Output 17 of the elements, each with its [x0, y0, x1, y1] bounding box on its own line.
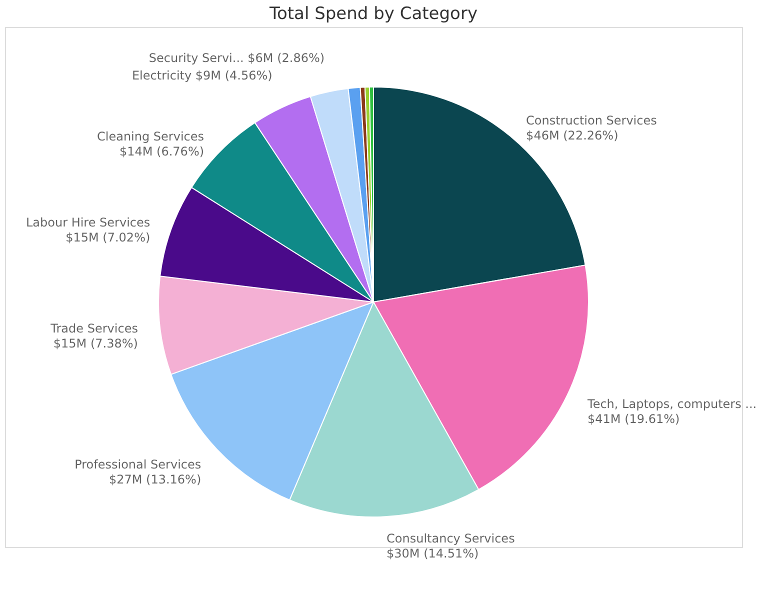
data-label: $30M (14.51%)	[386, 546, 479, 561]
slice-label: Consultancy Services	[386, 532, 515, 546]
data-label: $15M (7.02%)	[66, 230, 150, 245]
slice-label: Electricity $9M (4.56%)	[132, 68, 272, 83]
data-label: $41M (19.61%)	[588, 412, 680, 426]
data-label: $14M (6.76%)	[119, 144, 204, 158]
data-label: $46M (22.26%)	[526, 128, 618, 143]
slice-label: Professional Services	[74, 458, 202, 472]
slice-label: Labour Hire Services	[26, 216, 150, 230]
slice-label: Tech, Laptops, computers ...	[586, 396, 757, 411]
chart-title: Total Spend by Category	[268, 4, 478, 24]
slice-label: Cleaning Services	[97, 129, 204, 144]
slice-label: Construction Services	[526, 114, 657, 128]
data-label: $27M (13.16%)	[108, 472, 202, 487]
slice-label: Security Servi... $6M (2.86%)	[148, 51, 325, 66]
slice-label: Trade Services	[50, 321, 138, 336]
data-label: $15M (7.38%)	[53, 336, 138, 350]
